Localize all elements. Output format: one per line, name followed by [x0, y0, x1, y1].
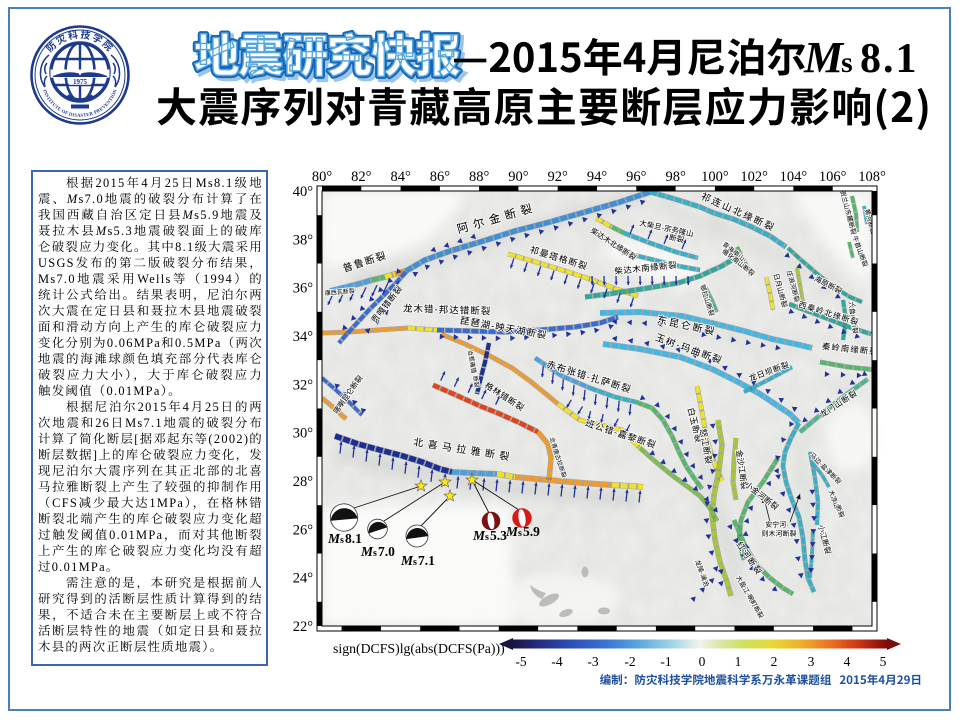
svg-text:s: s — [841, 46, 853, 79]
svg-text:则木河断裂: 则木河断裂 — [762, 529, 797, 539]
svg-text:-2: -2 — [624, 654, 635, 669]
svg-text:M: M — [327, 531, 341, 546]
svg-text:安宁河-: 安宁河- — [765, 520, 789, 530]
svg-text:82°: 82° — [351, 169, 372, 185]
svg-text:7.1: 7.1 — [418, 553, 435, 568]
svg-text:8.1: 8.1 — [345, 531, 362, 546]
svg-text:22°: 22° — [293, 619, 314, 635]
svg-text:地震研究快报: 地震研究快报 — [194, 20, 461, 86]
svg-text:34°: 34° — [293, 329, 314, 345]
svg-text:84°: 84° — [390, 169, 411, 185]
svg-text:2: 2 — [771, 654, 778, 669]
svg-text:s: s — [340, 535, 344, 546]
svg-text:编制：防灾科技学院地震科学系万永革课题组 2015年4月: 编制：防灾科技学院地震科学系万永革课题组 2015年4月29日 — [600, 672, 922, 688]
svg-text:38°: 38° — [293, 232, 314, 248]
svg-text:M: M — [803, 33, 845, 82]
svg-text:3: 3 — [808, 654, 815, 669]
svg-text:28°: 28° — [293, 474, 314, 490]
svg-text:40°: 40° — [293, 184, 314, 200]
svg-text:7.0: 7.0 — [378, 544, 395, 559]
svg-text:98°: 98° — [665, 169, 686, 185]
svg-text:s: s — [518, 528, 522, 539]
svg-text:26°: 26° — [293, 522, 314, 538]
svg-text:94°: 94° — [587, 169, 608, 185]
svg-text:0: 0 — [699, 654, 706, 669]
svg-text:1: 1 — [735, 654, 742, 669]
svg-text:92°: 92° — [548, 169, 569, 185]
svg-text:106°: 106° — [819, 169, 847, 185]
svg-text:—2015年4月尼泊尔: —2015年4月尼泊尔 — [452, 26, 806, 84]
svg-text:88°: 88° — [469, 169, 490, 185]
svg-text:龙木错-邦达错断裂: 龙木错-邦达错断裂 — [403, 300, 492, 317]
svg-text:断裂: 断裂 — [668, 232, 685, 246]
svg-text:108°: 108° — [858, 169, 886, 185]
svg-text:24°: 24° — [293, 571, 314, 587]
svg-text:30°: 30° — [293, 426, 314, 442]
svg-text:86°: 86° — [430, 169, 451, 185]
svg-text:5.9: 5.9 — [523, 524, 540, 539]
svg-text:5: 5 — [880, 654, 887, 669]
svg-text:断裂: 断裂 — [471, 375, 482, 388]
svg-text:102°: 102° — [740, 169, 768, 185]
svg-text:M: M — [400, 553, 414, 568]
svg-text:104°: 104° — [780, 169, 808, 185]
svg-text:32°: 32° — [293, 377, 314, 393]
svg-text:M: M — [505, 524, 519, 539]
svg-text:1975: 1975 — [73, 78, 88, 86]
svg-text:s: s — [373, 548, 377, 559]
svg-text:-5: -5 — [515, 654, 526, 669]
svg-text:黄河断裂: 黄河断裂 — [863, 207, 880, 235]
svg-text:4: 4 — [844, 654, 851, 669]
svg-text:s: s — [413, 557, 417, 568]
svg-text:康西瓦断裂: 康西瓦断裂 — [324, 286, 355, 298]
svg-text:大震序列对青藏高原主要断层应力影响(2): 大震序列对青藏高原主要断层应力影响(2) — [156, 74, 932, 134]
svg-text:96°: 96° — [626, 169, 647, 185]
svg-text:M: M — [472, 528, 486, 543]
svg-text:地震研究快报: 地震研究快报 — [194, 20, 461, 86]
svg-text:sign(DCFS)lg(abs(DCFS(Pa))): sign(DCFS)lg(abs(DCFS(Pa))) — [333, 641, 505, 657]
svg-text:80°: 80° — [312, 169, 333, 185]
svg-text:-3: -3 — [587, 654, 598, 669]
svg-text:8.1: 8.1 — [860, 36, 919, 82]
svg-text:5.3: 5.3 — [490, 528, 507, 543]
svg-text:M: M — [360, 544, 374, 559]
svg-text:36°: 36° — [293, 281, 314, 297]
svg-text:90°: 90° — [508, 169, 529, 185]
svg-text:s: s — [485, 532, 489, 543]
svg-text:-4: -4 — [551, 654, 562, 669]
svg-text:地震研究快报: 地震研究快报 — [197, 23, 464, 89]
svg-text:-1: -1 — [660, 654, 671, 669]
svg-text:100°: 100° — [701, 169, 729, 185]
